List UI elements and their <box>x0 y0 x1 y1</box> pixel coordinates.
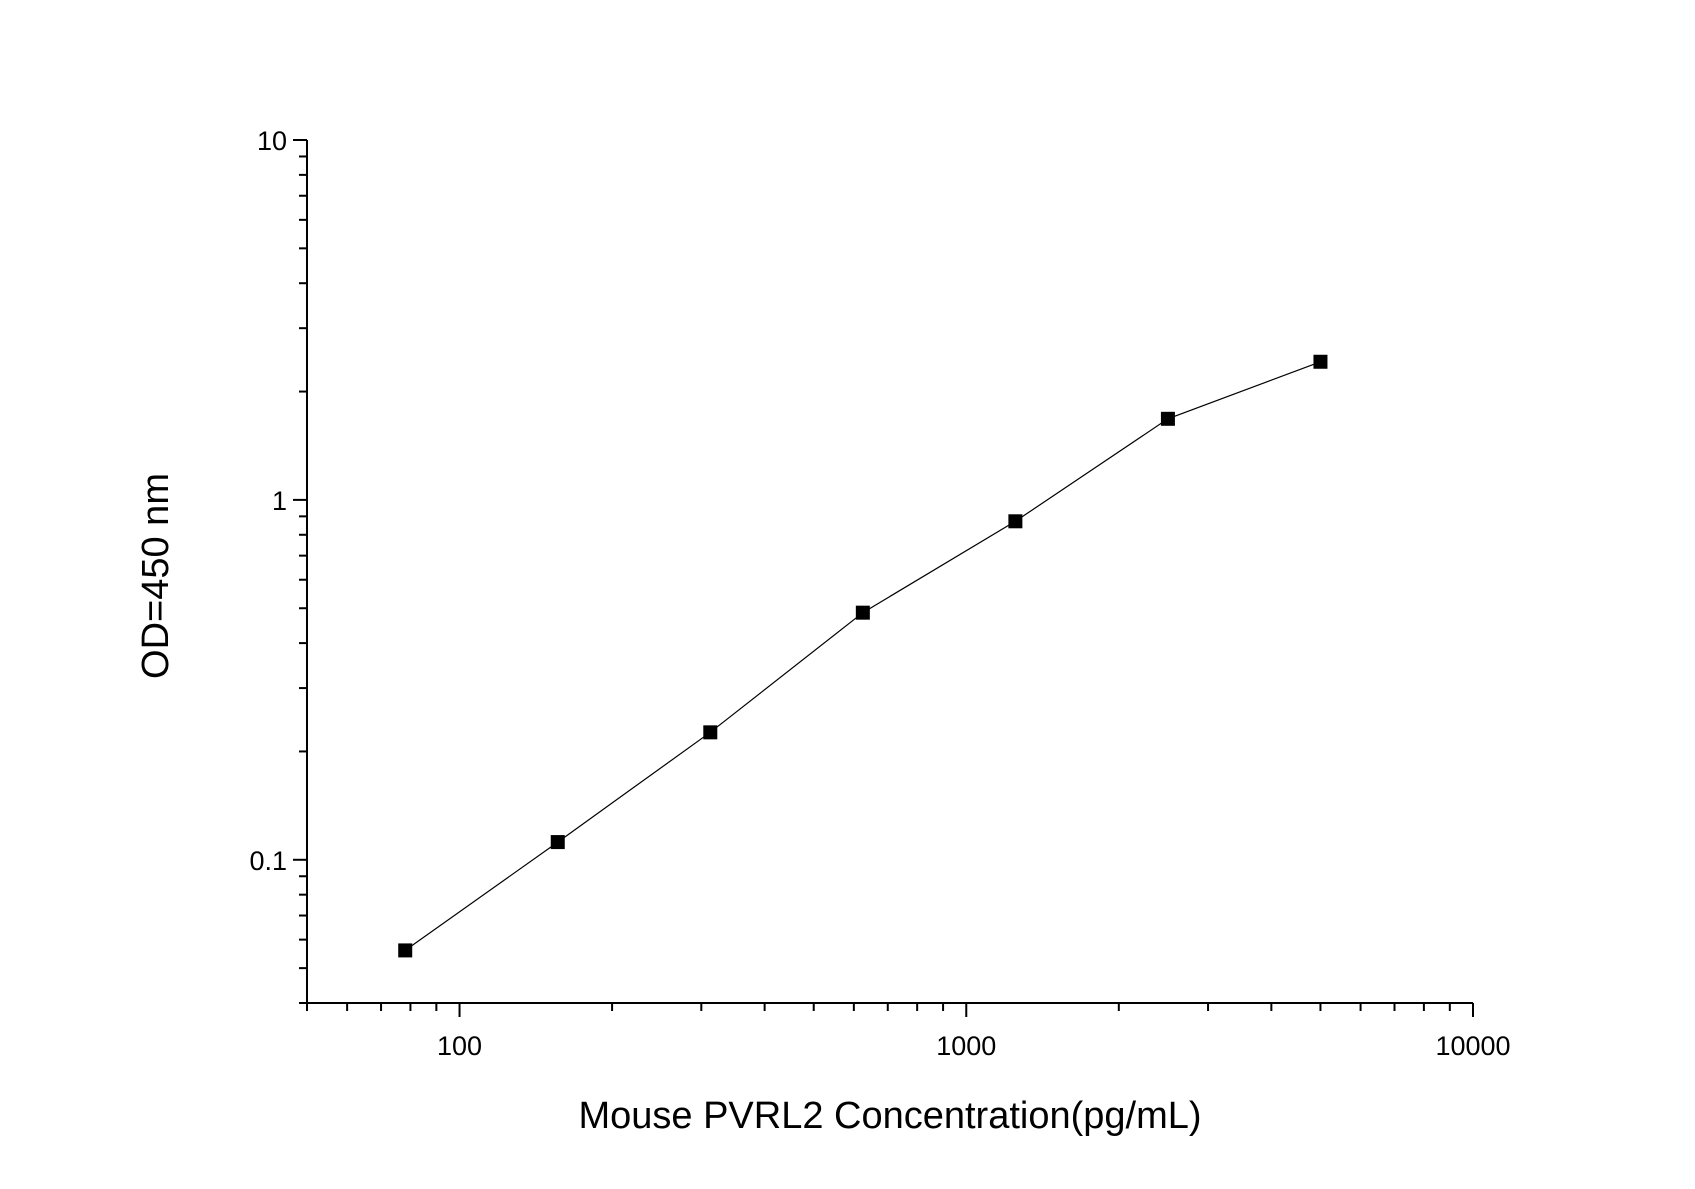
x-axis-title: Mouse PVRL2 Concentration(pg/mL) <box>578 1095 1201 1137</box>
y-tick-label: 10 <box>257 126 287 156</box>
x-tick-label: 100 <box>437 1031 482 1061</box>
y-axis-title: OD=450 nm <box>135 473 177 679</box>
x-tick-label: 1000 <box>936 1031 996 1061</box>
data-point <box>855 605 870 620</box>
y-tick-label: 1 <box>272 486 287 516</box>
data-point <box>1008 514 1023 529</box>
tick-labels: 100 1000 10000 0.1 1 10 <box>249 126 1510 1061</box>
data-series <box>398 354 1328 958</box>
axis-ticks <box>293 139 1474 1017</box>
data-point <box>550 835 565 850</box>
series-line <box>404 361 1321 951</box>
y-tick-label: 0.1 <box>249 846 287 876</box>
data-point <box>398 943 413 958</box>
data-point <box>1160 411 1175 426</box>
x-tick-label: 10000 <box>1435 1031 1510 1061</box>
axes <box>306 140 1473 1004</box>
data-point <box>1313 354 1328 369</box>
data-point <box>703 725 718 740</box>
